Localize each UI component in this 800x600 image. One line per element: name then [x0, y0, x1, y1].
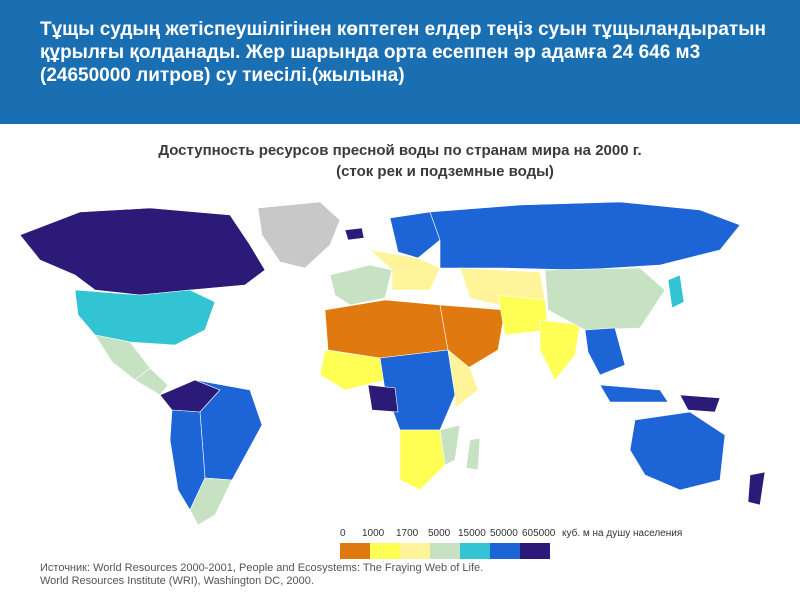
region-mozambique [439, 424, 461, 466]
legend-color-bar [340, 543, 550, 559]
region-iceland [344, 227, 365, 241]
legend-unit: куб. м на душу населения [562, 528, 683, 539]
region-argentina [189, 477, 233, 526]
region-east-africa [447, 349, 479, 409]
region-congo [367, 384, 399, 413]
world-map [19, 201, 766, 526]
legend-threshold: 605000 [522, 528, 556, 539]
region-north-africa [324, 299, 449, 359]
legend-swatch-2 [370, 543, 400, 559]
legend-threshold: 50000 [490, 528, 518, 539]
region-central-america [134, 367, 169, 396]
region-usa [74, 289, 216, 346]
legend-swatch-5 [460, 543, 490, 559]
source-line2: World Resources Institute (WRI), Washing… [40, 575, 314, 587]
region-japan [667, 274, 685, 309]
map-title-line1: Доступность ресурсов пресной воды по стр… [158, 142, 642, 159]
region-indonesia [599, 384, 669, 403]
legend-threshold: 1700 [396, 528, 419, 539]
region-scandinavia [389, 211, 441, 259]
legend-swatch-1 [340, 543, 370, 559]
legend-labels: 0 1000 1700 5000 15000 50000 605000 куб.… [340, 528, 780, 542]
region-new-guinea [679, 394, 721, 413]
legend-threshold: 1000 [362, 528, 385, 539]
region-india [539, 319, 581, 381]
region-greenland [257, 201, 341, 269]
region-southern-africa [399, 429, 446, 491]
legend-swatch-7 [520, 543, 550, 559]
region-madagascar [465, 437, 481, 471]
legend-swatch-3 [400, 543, 430, 559]
legend-swatch-4 [430, 543, 460, 559]
map-legend: 0 1000 1700 5000 15000 50000 605000 куб.… [340, 528, 780, 562]
map-title-line2: (сток рек и подземные воды) [336, 163, 554, 180]
header-banner: Тұщы судың жетіспеушілігінен көптеген ел… [0, 0, 800, 124]
region-australia [629, 411, 726, 491]
region-southeast-asia [584, 327, 626, 376]
legend-threshold: 15000 [458, 528, 486, 539]
region-middle-east [439, 304, 506, 369]
region-new-zealand [747, 471, 766, 506]
region-china [544, 267, 666, 331]
legend-threshold: 5000 [428, 528, 451, 539]
region-west-africa [319, 349, 386, 391]
region-canada [19, 207, 266, 296]
region-western-europe [329, 264, 393, 306]
source-citation: Источник: World Resources 2000-2001, Peo… [40, 562, 483, 588]
source-line1: Источник: World Resources 2000-2001, Peo… [40, 562, 484, 574]
legend-threshold: 0 [340, 528, 346, 539]
map-title: Доступность ресурсов пресной воды по стр… [0, 140, 800, 182]
banner-text: Тұщы судың жетіспеушілігінен көптеген ел… [40, 19, 766, 86]
region-russia [429, 201, 741, 271]
legend-swatch-6 [490, 543, 520, 559]
region-eastern-europe [369, 249, 441, 291]
